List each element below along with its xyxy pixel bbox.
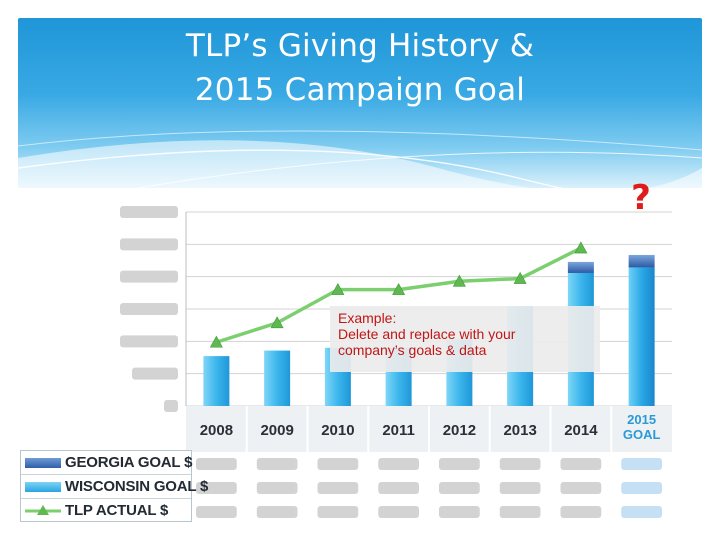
tlp-actual-point-2012 — [452, 274, 466, 287]
bar-2015 — [628, 267, 655, 406]
data-table-blurred-cell — [439, 458, 480, 470]
data-table-blurred-cell — [499, 482, 541, 494]
y-axis-blurred-label — [120, 238, 178, 251]
x-tick-label-goal: GOAL — [623, 427, 661, 442]
bar-2008 — [203, 356, 230, 406]
legend-label-wisconsin: WISCONSIN GOAL $ — [65, 478, 209, 495]
data-table-blurred-cell — [439, 482, 480, 494]
data-table-blurred-cell — [378, 482, 419, 494]
x-tick-label-2009: 2009 — [260, 422, 293, 439]
tlp-actual-point-2010 — [331, 282, 345, 295]
y-axis-blurred-label — [120, 303, 178, 315]
title-line-2: 2015 Campaign Goal — [194, 72, 526, 108]
note-line-3: company’s goals & data — [338, 342, 487, 358]
data-table-blurred-cell — [621, 482, 662, 494]
data-table-blurred-cell — [256, 482, 298, 494]
x-tick-label-2008: 2008 — [200, 422, 233, 439]
data-table-blurred-cell — [317, 506, 359, 518]
y-axis-blurred-label — [120, 335, 178, 348]
data-table-blurred-cell — [378, 458, 419, 470]
title-banner — [18, 18, 702, 188]
note-line-1: Example: — [338, 310, 397, 326]
y-axis-blurred-label — [120, 270, 178, 283]
chart-legend: GEORGIA GOAL $ WISCONSIN GOAL $ TLP ACTU… — [20, 450, 208, 523]
data-table-blurred-cell — [621, 506, 662, 518]
banner-swoosh — [18, 130, 702, 188]
x-tick-label-2011: 2011 — [382, 422, 415, 439]
georgia-cap-2014 — [567, 261, 594, 273]
wisconsin-swatch — [25, 482, 61, 492]
georgia-swatch — [25, 458, 61, 468]
data-table-blurred-cell — [196, 482, 237, 494]
tlp-actual-point-2008 — [209, 335, 223, 348]
tlp-actual-point-2011 — [392, 282, 406, 295]
tlp-actual-swatch — [25, 505, 61, 515]
note-line-2: Delete and replace with your — [338, 326, 516, 342]
data-table-blurred-cell — [196, 506, 237, 518]
bar-2009 — [264, 350, 291, 406]
legend-item-georgia: GEORGIA GOAL $ — [21, 451, 193, 475]
slide-title: TLP’s Giving History & 2015 Campaign Goa… — [0, 24, 720, 112]
x-tick-label-2015: 2015 — [627, 412, 656, 427]
data-table-blurred-cell — [317, 482, 359, 494]
x-tick-label-2013: 2013 — [503, 422, 536, 439]
data-table-blurred-cell — [317, 458, 359, 470]
data-table-blurred-cell — [499, 458, 541, 470]
data-table-blurred-cell — [196, 458, 237, 470]
data-table-blurred-cell — [621, 458, 662, 470]
legend-item-tlp-actual: TLP ACTUAL $ — [21, 499, 191, 523]
data-table-blurred-cell — [560, 482, 602, 494]
x-tick-label-2012: 2012 — [443, 422, 476, 439]
legend-label-tlp-actual: TLP ACTUAL $ — [65, 502, 169, 519]
y-axis-blurred-label — [120, 206, 178, 218]
example-note: Example: Delete and replace with your co… — [330, 306, 600, 372]
tlp-actual-point-2009 — [270, 316, 284, 329]
x-tick-label-2010: 2010 — [321, 422, 354, 439]
data-table-blurred-cell — [560, 506, 602, 518]
legend-item-wisconsin: WISCONSIN GOAL $ — [21, 475, 208, 499]
legend-label-georgia: GEORGIA GOAL $ — [65, 454, 193, 471]
data-table-blurred-cell — [256, 458, 298, 470]
tlp-actual-point-2014 — [574, 241, 588, 254]
data-table-blurred-cell — [439, 506, 480, 518]
tlp-actual-point-2013 — [513, 271, 527, 284]
y-axis-blurred-label — [132, 367, 178, 380]
data-table-blurred-cell — [256, 506, 298, 518]
x-tick-label-2014: 2014 — [564, 422, 598, 439]
georgia-cap-2015 — [628, 254, 655, 268]
data-table-blurred-cell — [378, 506, 419, 518]
y-axis-blurred-label — [164, 400, 178, 412]
question-mark: ? — [631, 178, 651, 218]
title-line-1: TLP’s Giving History & — [185, 28, 535, 64]
data-table-blurred-cell — [499, 506, 541, 518]
data-table-blurred-cell — [560, 458, 602, 470]
